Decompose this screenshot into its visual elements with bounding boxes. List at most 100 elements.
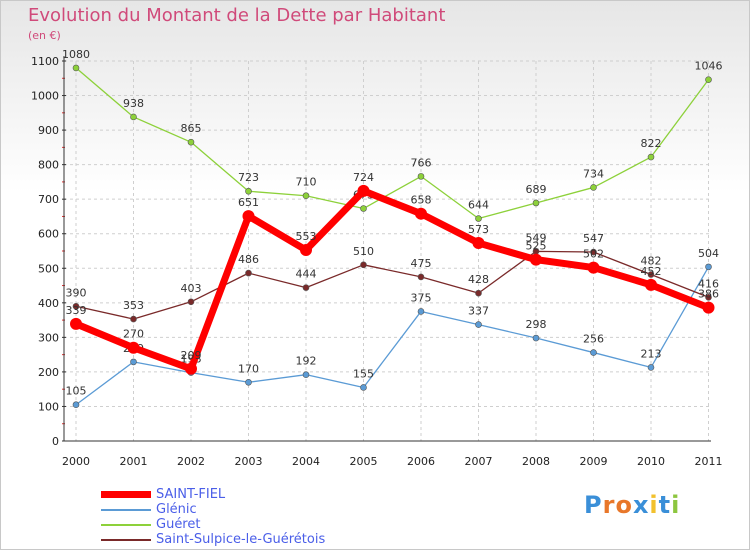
x-tick-label: 2005 (350, 455, 378, 468)
data-point (72, 64, 80, 72)
legend-label: Saint-Sulpice-le-Guérétois (156, 532, 326, 547)
data-point (587, 261, 600, 274)
data-label: 502 (583, 248, 604, 261)
data-label: 475 (411, 257, 432, 270)
data-point (532, 199, 540, 207)
data-label: 822 (641, 137, 662, 150)
data-point (187, 138, 195, 146)
data-point (590, 248, 597, 256)
data-point (242, 210, 255, 223)
logo-letter: i (649, 491, 659, 519)
data-label: 734 (583, 167, 604, 180)
data-point (302, 371, 310, 378)
legend-swatch (101, 509, 151, 511)
y-unit-label: (en €) (28, 29, 61, 42)
data-point (475, 215, 482, 222)
series-line-saint-fiel (74, 187, 710, 373)
data-label: 689 (526, 183, 547, 196)
data-label: 209 (181, 349, 202, 362)
legend-swatch (101, 491, 151, 498)
x-tick-label: 2004 (292, 455, 320, 468)
data-label: 339 (66, 304, 87, 317)
x-tick-label: 2009 (580, 455, 608, 468)
data-point (245, 378, 252, 386)
data-point (302, 192, 310, 200)
logo-letter: P (584, 491, 603, 519)
data-point (590, 184, 597, 191)
data-label: 298 (526, 318, 547, 331)
proxiti-logo: Proxiti (584, 491, 680, 519)
y-tick-label: 100 (38, 400, 59, 413)
legend-label: Guéret (156, 517, 201, 532)
data-point (417, 308, 425, 315)
legend-swatch (101, 524, 151, 526)
legend-item: Saint-Sulpice-le-Guérétois (101, 532, 401, 547)
data-point (360, 261, 367, 269)
y-tick-label: 700 (38, 193, 59, 206)
data-point (185, 362, 197, 375)
legend-swatch (101, 539, 151, 541)
data-label: 766 (411, 156, 432, 169)
data-label: 644 (468, 199, 489, 212)
series-line-gl-nic (75, 266, 710, 406)
data-label: 723 (238, 171, 259, 184)
y-tick-label: 1000 (31, 90, 59, 103)
data-point (72, 302, 80, 310)
data-label: 504 (698, 247, 719, 260)
legend-item: Glénic (101, 502, 401, 517)
logo-letter: t (658, 491, 672, 519)
data-point (647, 364, 655, 371)
legend: SAINT-FIEL Glénic Guéret Saint-Sulpice-le-G… (101, 487, 401, 547)
data-label: 573 (468, 223, 489, 236)
data-point (130, 113, 137, 121)
y-tick-label: 400 (38, 297, 59, 310)
data-point (705, 76, 712, 83)
data-label: 337 (468, 305, 489, 318)
data-point (705, 293, 712, 301)
series-line-gu-ret (75, 67, 710, 220)
data-label: 553 (296, 230, 317, 243)
data-label: 170 (238, 362, 259, 375)
data-point (647, 153, 655, 161)
data-point (130, 315, 137, 323)
data-point (302, 284, 310, 291)
y-tick-label: 500 (38, 262, 59, 275)
data-point (475, 289, 482, 297)
x-tick-label: 2010 (637, 455, 665, 468)
series-line-saint-sulpice-le-gu-r-tois (75, 250, 709, 320)
y-tick-label: 600 (38, 228, 59, 241)
data-label: 256 (583, 333, 604, 346)
data-label: 549 (526, 231, 547, 244)
legend-item: SAINT-FIEL (101, 487, 401, 502)
data-point (415, 207, 427, 220)
data-label: 416 (698, 277, 719, 290)
data-point (475, 321, 482, 328)
logo-letter: o (615, 491, 633, 519)
logo-letter: i (671, 491, 681, 519)
data-label: 213 (641, 347, 662, 360)
data-point (245, 187, 252, 195)
data-label: 403 (181, 282, 202, 295)
data-label: 444 (296, 268, 317, 281)
data-point (417, 273, 425, 281)
data-point (530, 253, 542, 266)
y-tick-label: 300 (38, 331, 59, 344)
data-point (472, 237, 485, 250)
data-label: 386 (698, 288, 719, 301)
data-label: 658 (411, 194, 432, 207)
data-label: 486 (238, 253, 259, 266)
y-tick-label: 800 (38, 159, 59, 172)
data-point (417, 173, 425, 180)
y-tick-label: 900 (38, 124, 59, 137)
data-label: 192 (296, 355, 317, 368)
data-point (360, 205, 367, 212)
legend-item: Guéret (101, 517, 401, 532)
data-point (645, 278, 657, 291)
data-label: 390 (66, 286, 87, 299)
logo-letter: r (602, 491, 616, 519)
data-point (245, 269, 252, 277)
data-label: 1046 (695, 60, 723, 73)
data-point (72, 401, 80, 409)
data-label: 651 (238, 196, 259, 209)
